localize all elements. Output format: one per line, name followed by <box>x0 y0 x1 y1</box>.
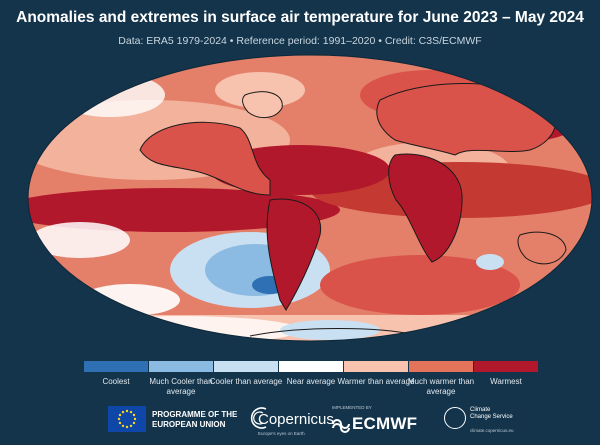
legend-swatch-warmest <box>474 361 538 372</box>
footer-logos: PROGRAMME OF THE EUROPEAN UNION Copernic… <box>0 397 600 445</box>
copernicus-tagline: Europe's eyes on Earth <box>258 431 305 436</box>
ecmwf-symbol-icon <box>332 419 350 433</box>
near-average-patch <box>55 73 165 117</box>
legend-swatch-warmer <box>344 361 408 372</box>
greenland-warm-region <box>215 72 305 108</box>
copernicus-swirl-icon <box>250 407 267 429</box>
south-indian-cooler-patch <box>476 254 504 270</box>
implemented-by-label: IMPLEMENTED BY <box>332 405 372 410</box>
eu-programme-line1: PROGRAMME OF THE <box>152 410 238 419</box>
south-pacific-near-average <box>30 222 130 258</box>
legend-label-warmest: Warmest <box>490 377 522 386</box>
legend-label-warmer: Warmer than average <box>337 377 415 386</box>
figure-title: Anomalies and extremes in surface air te… <box>16 9 584 26</box>
southern-ocean-near-average <box>80 284 180 316</box>
c3s-line2: Change Service <box>470 414 513 420</box>
legend-label-coolest: Coolest <box>102 377 130 386</box>
antarctica-cooler-patch <box>280 320 380 340</box>
equatorial-pacific-warmest-band <box>28 188 340 232</box>
eu-programme-label: PROGRAMME OF THE EUROPEAN UNION <box>152 410 237 430</box>
legend-swatch-near-average <box>279 361 343 372</box>
figure-subtitle: Data: ERA5 1979-2024 • Reference period:… <box>118 35 482 47</box>
legend-label-near-average: Near average <box>286 377 336 386</box>
c3s-line1: Climate <box>470 407 491 413</box>
copernicus-wordmark: Copernicus <box>258 411 334 428</box>
globe-outline <box>27 54 593 342</box>
legend-swatch-much-warmer <box>409 361 473 372</box>
africa-outline <box>388 153 463 263</box>
legend-swatch-much-cooler <box>149 361 213 372</box>
eu-flag-icon <box>108 406 146 432</box>
c3s-url: climate.copernicus.eu <box>470 428 514 433</box>
ecmwf-wordmark: ECMWF <box>352 414 418 433</box>
antarctica-near-average <box>60 316 300 341</box>
south-indian-much-warmer <box>320 255 520 315</box>
south-america-outline <box>266 198 322 311</box>
c3s-circle-icon <box>444 407 466 429</box>
c3s-label: Climate Change Service <box>470 407 513 421</box>
north-america-outline <box>139 121 271 196</box>
australia-outline <box>517 231 567 265</box>
legend-swatch-cooler <box>214 361 278 372</box>
legend-label-cooler: Cooler than average <box>209 377 283 386</box>
legend-swatch-coolest <box>84 361 148 372</box>
eu-programme-line2: EUROPEAN UNION <box>152 420 226 429</box>
legend-label-much-cooler: Much Cooler than average <box>149 377 213 396</box>
legend-label-much-warmer: Much warmer than average <box>407 377 475 396</box>
greenland-outline <box>242 91 283 118</box>
